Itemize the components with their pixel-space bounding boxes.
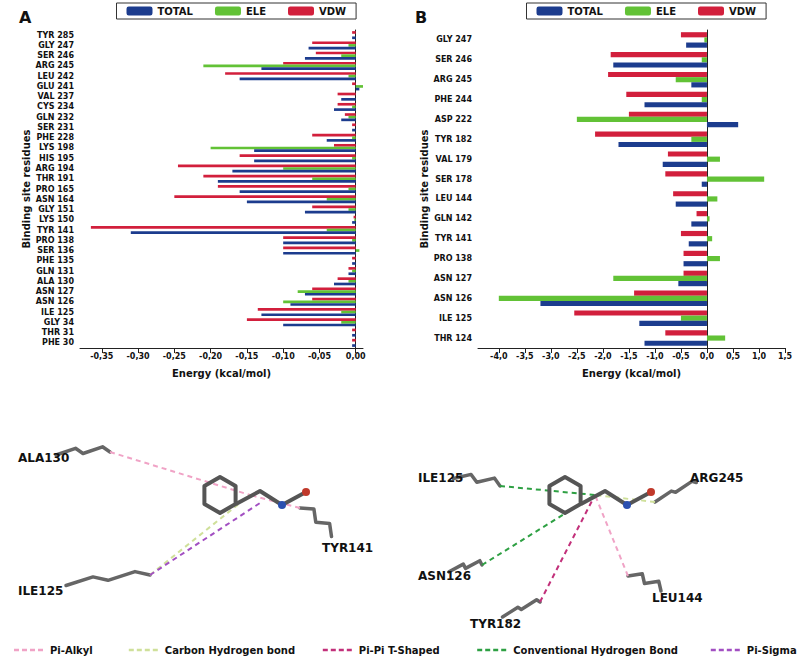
svg-text:GLU 241: GLU 241 (37, 82, 75, 91)
svg-text:ILE125: ILE125 (18, 584, 63, 598)
svg-text:1,0: 1,0 (752, 352, 767, 361)
svg-text:-0,5: -0,5 (672, 352, 690, 361)
svg-text:ILE 125: ILE 125 (439, 314, 472, 323)
svg-text:TOTAL: TOTAL (158, 6, 194, 17)
svg-text:ASN 126: ASN 126 (36, 297, 75, 306)
svg-text:THR 31: THR 31 (42, 328, 75, 337)
svg-text:0,0: 0,0 (700, 352, 715, 361)
svg-text:0,5: 0,5 (726, 352, 741, 361)
svg-text:TYR 285: TYR 285 (37, 31, 74, 40)
svg-text:SER 136: SER 136 (37, 246, 74, 255)
svg-text:PHE 228: PHE 228 (36, 133, 74, 142)
svg-text:A: A (19, 8, 32, 27)
svg-text:VAL 237: VAL 237 (38, 92, 74, 101)
svg-text:-0,30: -0,30 (127, 352, 150, 361)
svg-text:LEU 242: LEU 242 (37, 72, 74, 81)
svg-text:Pi-Sigma: Pi-Sigma (747, 645, 797, 656)
svg-text:ASN 126: ASN 126 (434, 294, 473, 303)
svg-text:ILE 125: ILE 125 (41, 308, 74, 317)
svg-text:GLY 247: GLY 247 (38, 41, 74, 50)
svg-text:TYR 182: TYR 182 (435, 135, 472, 144)
svg-text:TYR 141: TYR 141 (37, 226, 74, 235)
svg-text:THR 191: THR 191 (36, 174, 74, 183)
svg-text:ELE: ELE (656, 6, 676, 17)
svg-text:LYS 198: LYS 198 (39, 143, 74, 152)
svg-text:TOTAL: TOTAL (568, 6, 604, 17)
svg-text:GLY 247: GLY 247 (436, 35, 472, 44)
svg-text:GLN 232: GLN 232 (36, 113, 74, 122)
svg-text:GLN 142: GLN 142 (434, 214, 472, 223)
svg-text:PHE 135: PHE 135 (36, 256, 74, 265)
svg-text:-2,5: -2,5 (568, 352, 586, 361)
svg-text:LYS 150: LYS 150 (39, 215, 74, 224)
svg-text:TYR141: TYR141 (322, 541, 373, 555)
svg-text:ASN126: ASN126 (418, 569, 471, 583)
svg-text:TYR 141: TYR 141 (435, 234, 472, 243)
svg-text:GLN 131: GLN 131 (36, 267, 74, 276)
svg-text:-0,25: -0,25 (163, 352, 186, 361)
svg-text:VDW: VDW (319, 6, 346, 17)
svg-text:SER 246: SER 246 (37, 51, 74, 60)
svg-text:B: B (415, 8, 427, 27)
svg-text:-3,5: -3,5 (516, 352, 534, 361)
svg-text:SER 178: SER 178 (435, 175, 472, 184)
svg-text:VAL 179: VAL 179 (436, 155, 473, 164)
svg-text:-2,0: -2,0 (594, 352, 612, 361)
svg-text:Energy (kcal/mol): Energy (kcal/mol) (582, 368, 681, 379)
svg-text:Binding site residues: Binding site residues (419, 129, 430, 248)
svg-text:Energy (kcal/mol): Energy (kcal/mol) (172, 368, 271, 379)
svg-text:ASN 127: ASN 127 (434, 274, 472, 283)
svg-text:CYS 234: CYS 234 (37, 102, 74, 111)
svg-text:ARG 245: ARG 245 (36, 61, 75, 70)
svg-text:ARG 194: ARG 194 (36, 164, 75, 173)
svg-text:GLY 151: GLY 151 (38, 205, 74, 214)
svg-text:ALA 130: ALA 130 (37, 277, 74, 286)
svg-text:TYR182: TYR182 (470, 617, 521, 631)
svg-text:PRO 138: PRO 138 (434, 254, 473, 263)
svg-text:PRO 138: PRO 138 (36, 236, 75, 245)
svg-text:-3,0: -3,0 (542, 352, 560, 361)
svg-text:-1,5: -1,5 (620, 352, 638, 361)
svg-text:-4,0: -4,0 (490, 352, 508, 361)
svg-text:-0,05: -0,05 (308, 352, 331, 361)
svg-text:PHE 30: PHE 30 (42, 338, 74, 347)
svg-text:-0,15: -0,15 (235, 352, 258, 361)
svg-text:Pi-Pi T-Shaped: Pi-Pi T-Shaped (359, 645, 440, 656)
svg-text:ILE125: ILE125 (418, 471, 463, 485)
svg-text:0,00: 0,00 (346, 352, 366, 361)
svg-text:Binding site residues: Binding site residues (21, 129, 32, 248)
svg-text:SER 246: SER 246 (435, 55, 472, 64)
svg-text:VDW: VDW (729, 6, 756, 17)
svg-text:Carbon Hydrogen bond: Carbon Hydrogen bond (165, 645, 295, 656)
svg-text:LEU 144: LEU 144 (435, 194, 472, 203)
svg-text:ARG 245: ARG 245 (434, 75, 473, 84)
svg-text:Pi-Alkyl: Pi-Alkyl (50, 645, 93, 656)
svg-text:-0,20: -0,20 (199, 352, 222, 361)
svg-text:1,5: 1,5 (778, 352, 793, 361)
svg-text:ELE: ELE (246, 6, 266, 17)
svg-text:PRO 165: PRO 165 (36, 185, 75, 194)
svg-text:ALA130: ALA130 (18, 451, 69, 465)
svg-text:-1,0: -1,0 (646, 352, 664, 361)
svg-text:SER 231: SER 231 (37, 123, 74, 132)
svg-text:PHE 244: PHE 244 (434, 95, 472, 104)
svg-text:ARG245: ARG245 (690, 471, 743, 485)
svg-text:ASN 127: ASN 127 (36, 287, 74, 296)
svg-text:HIS 195: HIS 195 (39, 154, 74, 163)
svg-text:-0,10: -0,10 (272, 352, 295, 361)
svg-text:Conventional Hydrogen Bond: Conventional Hydrogen Bond (513, 645, 678, 656)
svg-text:THR 124: THR 124 (434, 334, 472, 343)
svg-text:ASN 164: ASN 164 (36, 195, 75, 204)
svg-text:ASP 222: ASP 222 (435, 115, 472, 124)
svg-text:GLY 34: GLY 34 (44, 318, 75, 327)
svg-text:LEU144: LEU144 (652, 591, 703, 605)
svg-text:-0,35: -0,35 (90, 352, 113, 361)
